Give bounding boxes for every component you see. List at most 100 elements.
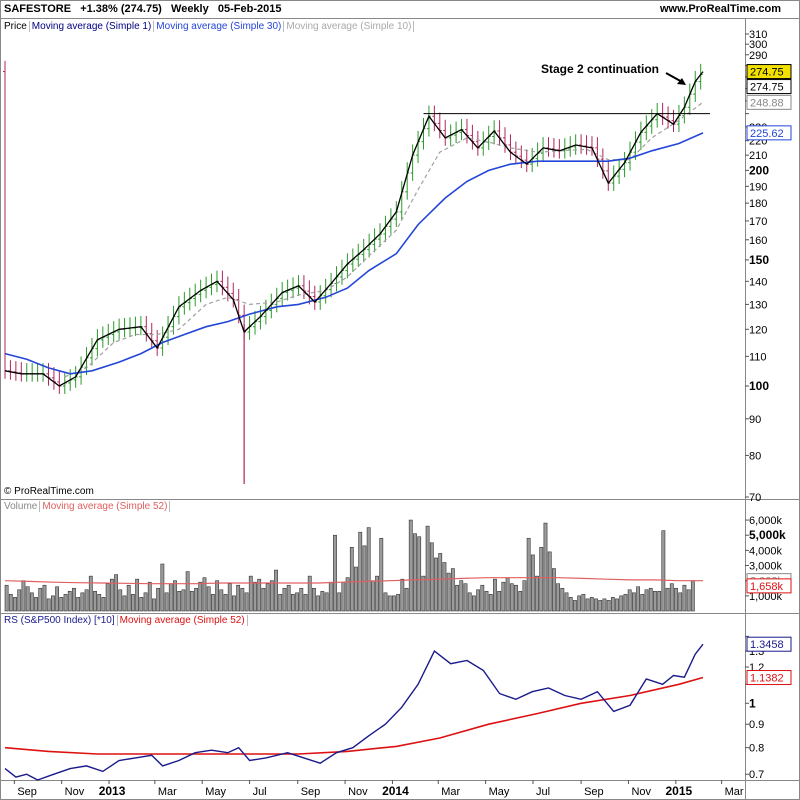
volume-bar — [261, 587, 266, 612]
volume-bar — [232, 595, 236, 612]
y-tick-label-price: 70 — [749, 492, 761, 504]
volume-bar — [143, 592, 148, 612]
volume-bar — [349, 547, 354, 612]
volume-bar — [665, 587, 670, 612]
volume-bar — [408, 519, 413, 612]
y-tick-label-price: 110 — [749, 351, 767, 363]
volume-bar — [236, 584, 241, 612]
value-label-rs: 1.1382 — [746, 670, 792, 686]
volume-bar — [615, 598, 619, 612]
copyright: © ProRealTime.com — [4, 486, 94, 497]
volume-bar — [497, 590, 502, 612]
volume-bar — [160, 563, 165, 612]
price-change: +1.38% (274.75) — [80, 3, 162, 15]
volume-bar — [286, 584, 291, 612]
volume-bar — [219, 589, 224, 612]
legend-ma30[interactable]: Moving average (Simple 30) — [154, 21, 285, 32]
volume-bar — [13, 597, 17, 612]
legend-volume-ma[interactable]: Moving average (Simple 52) — [40, 501, 171, 512]
volume-bar — [55, 586, 60, 612]
value-label-box — [746, 125, 792, 141]
volume-bar — [644, 589, 649, 612]
volume-legend: Volume Moving average (Simple 52) — [2, 501, 171, 512]
volume-bar — [177, 590, 182, 612]
volume-bar — [417, 536, 422, 612]
volume-bar — [97, 594, 102, 612]
volume-bar — [240, 587, 245, 612]
volume-bar — [636, 586, 641, 612]
volume-bar — [581, 594, 586, 612]
value-label-box — [746, 94, 792, 110]
rs-pane[interactable] — [4, 643, 704, 781]
volume-bar — [202, 577, 207, 612]
site-link[interactable]: www.ProRealTime.com — [660, 3, 782, 15]
volume-bar — [404, 587, 409, 612]
volume-bar — [514, 584, 518, 612]
y-tick-label-price: 170 — [749, 216, 767, 228]
x-tick-label: May — [205, 786, 226, 798]
volume-bar — [72, 587, 76, 612]
y-tick-label-price: 140 — [749, 276, 767, 288]
volume-bar — [51, 595, 55, 612]
volume-bar — [627, 589, 632, 612]
legend-ma10[interactable]: Moving average (Simple 10) — [284, 21, 415, 32]
volume-bar — [341, 581, 346, 612]
value-label-text: 225.62 — [750, 128, 784, 140]
volume-pane[interactable] — [4, 519, 703, 612]
volume-bar — [42, 584, 47, 612]
volume-bar — [610, 597, 615, 612]
volume-bar — [278, 594, 283, 612]
y-tick-label-price: 200 — [749, 163, 769, 177]
price-pane[interactable] — [3, 60, 710, 484]
volume-bar — [438, 553, 443, 612]
volume-bar — [46, 598, 51, 612]
volume-bar — [290, 594, 295, 612]
x-tick-label: Mar — [158, 786, 177, 798]
volume-bar — [63, 594, 68, 612]
period: Weekly — [171, 3, 209, 15]
volume-bar — [139, 597, 144, 612]
volume-bar — [589, 597, 594, 612]
volume-bar — [84, 589, 89, 612]
volume-bar — [551, 568, 556, 612]
y-tick-label-rs: 1 — [749, 696, 756, 710]
volume-bar — [573, 600, 577, 612]
volume-bar — [648, 587, 653, 612]
volume-bar — [370, 580, 375, 612]
volume-bar — [215, 580, 220, 612]
y-tick-label-price: 190 — [749, 181, 767, 193]
legend-rs-ma[interactable]: Moving average (Simple 52) — [118, 615, 248, 626]
volume-bar — [4, 584, 9, 612]
value-label-box — [746, 64, 792, 80]
y-tick-label-price: 180 — [749, 198, 767, 210]
volume-bar — [248, 575, 253, 612]
volume-bar — [101, 597, 106, 612]
volume-bar — [568, 597, 573, 612]
volume-bar — [337, 592, 342, 612]
legend-ma1[interactable]: Moving average (Simple 1) — [30, 21, 155, 32]
volume-bar — [194, 587, 198, 612]
legend-volume[interactable]: Volume — [2, 501, 41, 512]
x-tick-label: Sep — [584, 786, 604, 798]
value-label-price: 274.75 — [746, 79, 792, 95]
volume-bar — [88, 575, 93, 612]
volume-bar — [631, 592, 636, 612]
y-tick-label-rs: 0.8 — [749, 743, 764, 755]
x-tick-label: Sep — [301, 786, 321, 798]
volume-bar — [594, 598, 598, 612]
volume-bar — [400, 578, 405, 612]
volume-bar — [379, 537, 384, 612]
value-label-box — [746, 636, 792, 652]
legend-price[interactable]: Price — [2, 21, 30, 32]
volume-bar — [518, 590, 523, 612]
volume-bar — [131, 594, 135, 612]
value-label-text: 248.88 — [750, 97, 784, 109]
volume-bar — [375, 575, 379, 612]
x-tick-label: Nov — [631, 786, 651, 798]
volume-bar — [299, 587, 304, 612]
volume-bar — [320, 590, 325, 612]
volume-ma52-line — [4, 577, 703, 585]
volume-bar — [114, 574, 118, 612]
legend-rs[interactable]: RS (S&P500 Index) [*10] — [2, 615, 118, 626]
volume-bar — [467, 592, 472, 612]
